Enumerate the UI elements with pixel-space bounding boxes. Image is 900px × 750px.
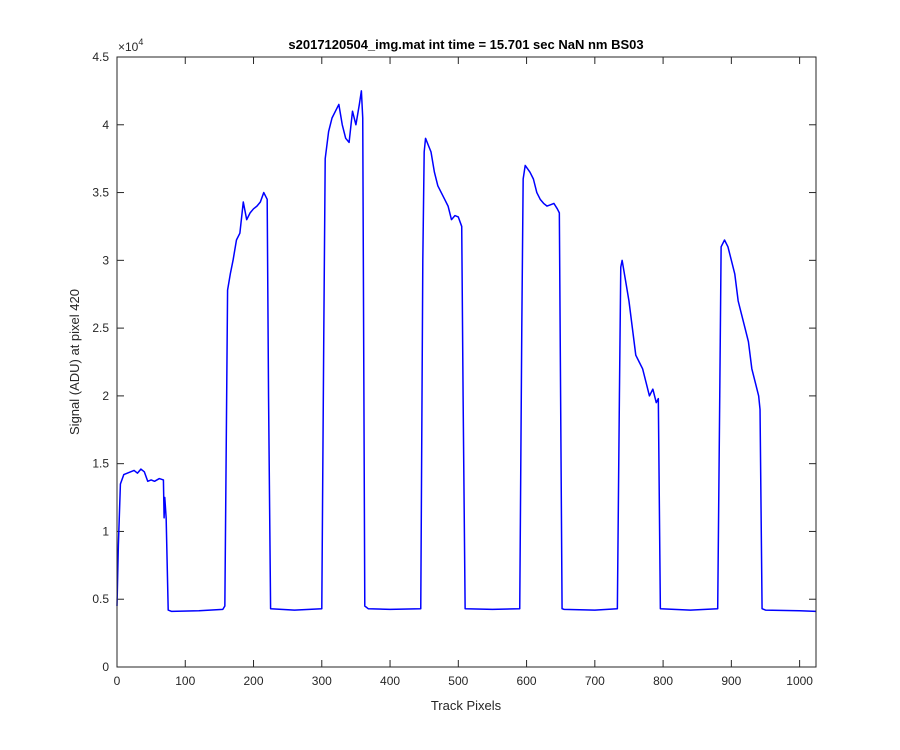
x-tick-label: 0 [114, 674, 121, 688]
exponent-base: ×10 [118, 40, 139, 54]
y-axis-label: Signal (ADU) at pixel 420 [67, 289, 82, 435]
data-line [116, 90, 817, 613]
x-tick-label: 800 [653, 674, 673, 688]
x-tick-label: 700 [585, 674, 605, 688]
chart-title: s2017120504_img.mat int time = 15.701 se… [288, 37, 643, 52]
plot-area [117, 57, 816, 667]
y-exponent: ×104 [118, 37, 143, 54]
y-tick-label: 1 [102, 524, 109, 538]
axes-box [116, 56, 817, 668]
x-axis-label: Track Pixels [431, 698, 502, 713]
y-tick-label: 0 [102, 660, 109, 674]
x-tick-label: 1000 [786, 674, 813, 688]
y-tick-label: 3.5 [92, 186, 109, 200]
y-tick-label: 0.5 [92, 592, 109, 606]
y-tick-label: 2 [102, 389, 109, 403]
x-tick-label: 400 [380, 674, 400, 688]
x-tick-label: 300 [312, 674, 332, 688]
x-tick-label: 100 [175, 674, 195, 688]
y-tick-label: 4.5 [92, 50, 109, 64]
x-tick-label: 900 [721, 674, 741, 688]
x-tick-label: 600 [517, 674, 537, 688]
y-tick-label: 4 [102, 118, 109, 132]
y-tick-label: 2.5 [92, 321, 109, 335]
x-tick-label: 500 [448, 674, 468, 688]
x-tick-label: 200 [244, 674, 264, 688]
exponent-power: 4 [138, 37, 143, 47]
y-tick-label: 3 [102, 253, 109, 267]
y-tick-label: 1.5 [92, 457, 109, 471]
